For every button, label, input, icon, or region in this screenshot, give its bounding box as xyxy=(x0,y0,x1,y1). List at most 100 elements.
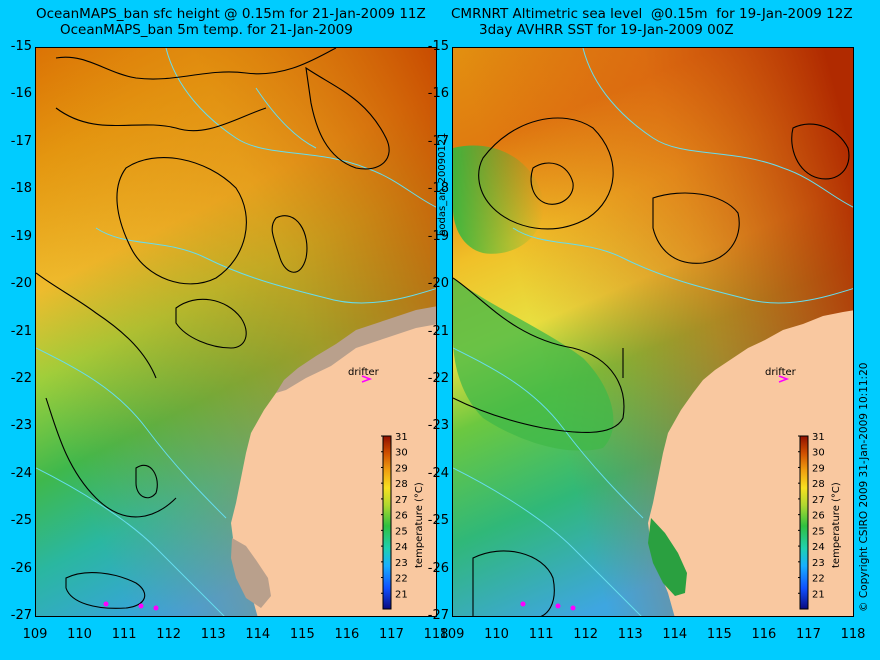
y-tick-label: -20 xyxy=(427,276,449,292)
x-tick-label: 113 xyxy=(200,627,226,642)
x-tick-label: 114 xyxy=(245,627,271,642)
left-title-line2: OceanMAPS_ban 5m temp. for 21-Jan-2009 xyxy=(60,22,353,38)
y-tick-label: -22 xyxy=(10,370,32,386)
x-tick-label: 113 xyxy=(617,627,643,642)
drifter-marker xyxy=(103,601,109,607)
colorbar-tick-label: 26 xyxy=(812,511,825,522)
left-map-svg: drifter temperature (°C) 31 30 29 28 27 26 25 2… xyxy=(36,48,436,616)
drifter-arrow-icon xyxy=(361,375,373,383)
y-tick-label: -16 xyxy=(10,86,32,102)
y-tick-label: -25 xyxy=(10,513,32,529)
x-tick-label: 111 xyxy=(528,627,554,642)
colorbar-tick-label: 27 xyxy=(812,495,825,506)
colorbar-tick-label: 25 xyxy=(812,526,825,537)
colorbar-tick-label: 24 xyxy=(812,542,825,553)
peninsula-green xyxy=(648,518,687,596)
y-tick-label: -23 xyxy=(427,418,449,434)
sea-level-contours xyxy=(453,117,850,616)
right-title-line1: CMRNRT Altimetric sea level @0.15m for 1… xyxy=(451,6,853,22)
colorbar-tick-label: 24 xyxy=(395,542,408,553)
y-tick-label: -16 xyxy=(427,86,449,102)
colorbar-tick-label: 27 xyxy=(395,495,408,506)
x-tick-label: 115 xyxy=(706,627,732,642)
y-tick-label: -26 xyxy=(10,560,32,576)
colorbar-tick-label: 21 xyxy=(812,589,825,600)
colorbar-tick-label: 21 xyxy=(395,589,408,600)
drifter-marker xyxy=(138,603,144,609)
run-id-label: bodas_an_20090121 xyxy=(437,132,448,236)
colorbar-tick-label: 28 xyxy=(395,479,408,490)
y-tick-label: -23 xyxy=(10,418,32,434)
colorbar-tick-label: 22 xyxy=(395,574,408,585)
y-tick-label: -17 xyxy=(10,133,32,149)
x-tick-label: 111 xyxy=(111,627,137,642)
green-water-patch xyxy=(453,278,614,451)
y-tick-label: -18 xyxy=(427,181,449,197)
left-title-line1: OceanMAPS_ban sfc height @ 0.15m for 21-… xyxy=(36,6,426,22)
y-tick-label: -21 xyxy=(427,323,449,339)
colorbar-tick-label: 29 xyxy=(395,463,408,474)
x-tick-label: 116 xyxy=(751,627,777,642)
y-tick-label: -27 xyxy=(10,608,32,623)
right-map-svg: drifter temperature (°C) 31 30 29 28 27 26 25 2… xyxy=(453,48,853,616)
colorbar-tick-label: 29 xyxy=(812,463,825,474)
y-tick-label: -20 xyxy=(10,276,32,292)
drifter-marker xyxy=(570,605,576,611)
x-tick-label: 110 xyxy=(67,627,92,642)
colorbar-tick-label: 23 xyxy=(395,558,408,569)
x-tick-label: 115 xyxy=(289,627,315,642)
x-tick-label: 118 xyxy=(423,627,449,642)
y-tick-label: -22 xyxy=(427,370,449,386)
y-tick-label: -26 xyxy=(427,560,449,576)
colorbar-tick-label: 26 xyxy=(395,511,408,522)
y-tick-label: -18 xyxy=(10,181,32,197)
coastal-grey-land xyxy=(276,306,436,393)
drifter-tracks xyxy=(103,375,373,611)
sea-level-contours xyxy=(36,48,390,609)
y-tick-label: -21 xyxy=(10,323,32,339)
colorbar-label: temperature (°C) xyxy=(414,482,425,568)
drifter-label: drifter xyxy=(765,367,797,378)
drifter-tracks xyxy=(520,375,790,611)
y-tick-label: -27 xyxy=(427,608,449,623)
x-tick-label: 114 xyxy=(662,627,688,642)
bathymetry-contours xyxy=(36,48,436,616)
x-tick-label: 116 xyxy=(334,627,360,642)
y-tick-label: -15 xyxy=(427,39,449,54)
colorbar-tick-label: 30 xyxy=(812,448,825,459)
colorbar-label: temperature (°C) xyxy=(831,482,842,568)
colorbar-tick-label: 31 xyxy=(812,432,825,443)
peninsula-grey-land xyxy=(231,538,271,608)
copyright-label: © Copyright CSIRO 2009 31-Jan-2009 10:11… xyxy=(858,362,870,612)
drifter-label: drifter xyxy=(348,367,380,378)
y-tick-label: -19 xyxy=(427,228,449,244)
y-tick-label: -15 xyxy=(10,39,32,54)
right-title-line2: 3day AVHRR SST for 19-Jan-2009 00Z xyxy=(479,22,734,38)
drifter-marker xyxy=(520,601,526,607)
left-map-title: OceanMAPS_ban sfc height @ 0.15m for 21-… xyxy=(36,6,426,38)
right-map-title: CMRNRT Altimetric sea level @0.15m for 1… xyxy=(451,6,853,38)
colorbar-tick-label: 25 xyxy=(395,526,408,537)
x-tick-label: 110 xyxy=(484,627,509,642)
left-map-panel: drifter temperature (°C) 31 30 29 28 27 26 25 2… xyxy=(35,47,437,617)
y-tick-label: -24 xyxy=(10,465,32,481)
x-tick-label: 118 xyxy=(840,627,866,642)
colorbar xyxy=(799,435,809,610)
drifter-marker xyxy=(153,605,159,611)
drifter-arrow-icon xyxy=(778,375,790,383)
y-tick-label: -17 xyxy=(427,133,449,149)
x-tick-label: 109 xyxy=(439,627,465,642)
colorbar xyxy=(382,435,392,610)
bathymetry-contours xyxy=(453,48,853,616)
cool-water-patch xyxy=(453,145,544,254)
drifter-marker xyxy=(555,603,561,609)
x-tick-label: 112 xyxy=(156,627,182,642)
x-tick-label: 112 xyxy=(573,627,599,642)
x-tick-label: 117 xyxy=(379,627,404,642)
x-tick-label: 109 xyxy=(22,627,48,642)
right-map-panel: drifter temperature (°C) 31 30 29 28 27 26 25 2… xyxy=(452,47,854,617)
colorbar-tick-label: 30 xyxy=(395,448,408,459)
colorbar-tick-label: 23 xyxy=(812,558,825,569)
colorbar-tick-label: 28 xyxy=(812,479,825,490)
y-tick-label: -24 xyxy=(427,465,449,481)
